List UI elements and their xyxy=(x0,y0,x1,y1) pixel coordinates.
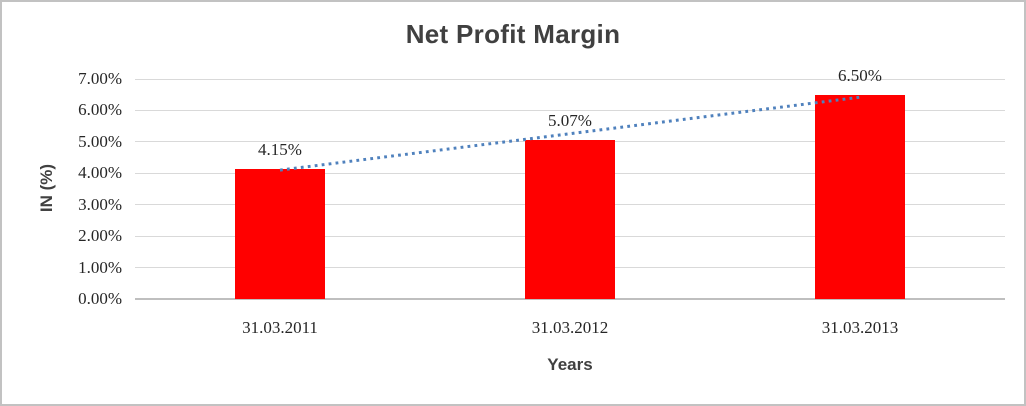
bars-layer xyxy=(135,79,1005,299)
chart-title: Net Profit Margin xyxy=(405,19,621,49)
x-tick-label: 31.03.2011 xyxy=(242,318,318,337)
trendline-line xyxy=(279,95,861,172)
gridline xyxy=(135,78,1005,80)
y-tick-label: 0.00% xyxy=(78,289,122,308)
bar xyxy=(235,168,325,299)
y-axis-title: IN (%) xyxy=(37,163,56,213)
trendline xyxy=(279,95,861,172)
x-tick-label: 31.03.2013 xyxy=(821,318,899,337)
x-tick-label: 31.03.2012 xyxy=(531,318,609,337)
y-tick-label: 4.00% xyxy=(78,163,122,183)
bar xyxy=(815,94,905,299)
y-tick-label: 7.00% xyxy=(78,69,122,88)
x-axis-title: Years xyxy=(547,355,593,374)
y-tick-label: 3.00% xyxy=(78,194,122,214)
y-tick-label: 6.00% xyxy=(78,100,122,120)
bar xyxy=(525,139,615,299)
y-tick-label: 5.00% xyxy=(78,131,122,151)
y-tick-label: 2.00% xyxy=(78,226,122,246)
gridline xyxy=(135,109,1005,111)
y-tick-label: 1.00% xyxy=(78,257,122,277)
plot-area: 0.00% 1.00% 2.00% 3.00% 4.00% 5.00% 6.00% 7.00%… xyxy=(78,66,1005,337)
